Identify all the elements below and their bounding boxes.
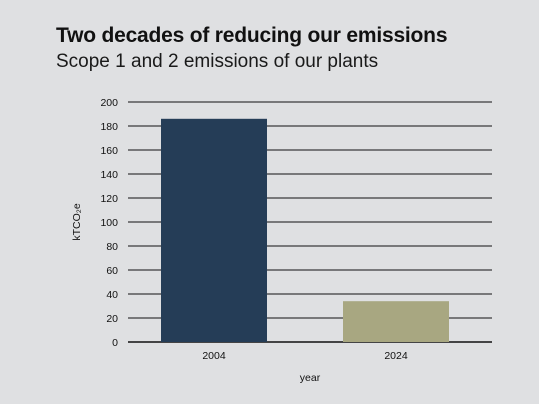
y-tick-labels: 0 20 40 60 80 100 120 140 160 180 200 (100, 97, 118, 349)
y-tick-label: 80 (106, 241, 118, 253)
y-tick-label: 120 (100, 193, 118, 205)
y-tick-label: 60 (106, 265, 118, 277)
x-tick-labels: 2004 2024 (202, 350, 408, 362)
y-tick-label: 180 (100, 121, 118, 133)
bar-2024 (343, 301, 449, 342)
y-axis-label: kTCO₂e (71, 203, 83, 240)
chart-subtitle: Scope 1 and 2 emissions of our plants (56, 51, 379, 72)
y-tick-label: 100 (100, 217, 118, 229)
y-tick-label: 160 (100, 145, 118, 157)
y-tick-label: 40 (106, 289, 118, 301)
bar-2004 (161, 118, 267, 342)
bars (161, 118, 449, 342)
x-tick-label: 2004 (202, 350, 226, 362)
y-tick-label: 0 (112, 337, 118, 349)
chart-title: Two decades of reducing our emissions (56, 24, 448, 47)
y-tick-label: 20 (106, 313, 118, 325)
x-tick-label: 2024 (384, 350, 408, 362)
x-axis-label: year (300, 372, 321, 384)
y-tick-label: 140 (100, 169, 118, 181)
y-tick-label: 200 (100, 97, 118, 109)
